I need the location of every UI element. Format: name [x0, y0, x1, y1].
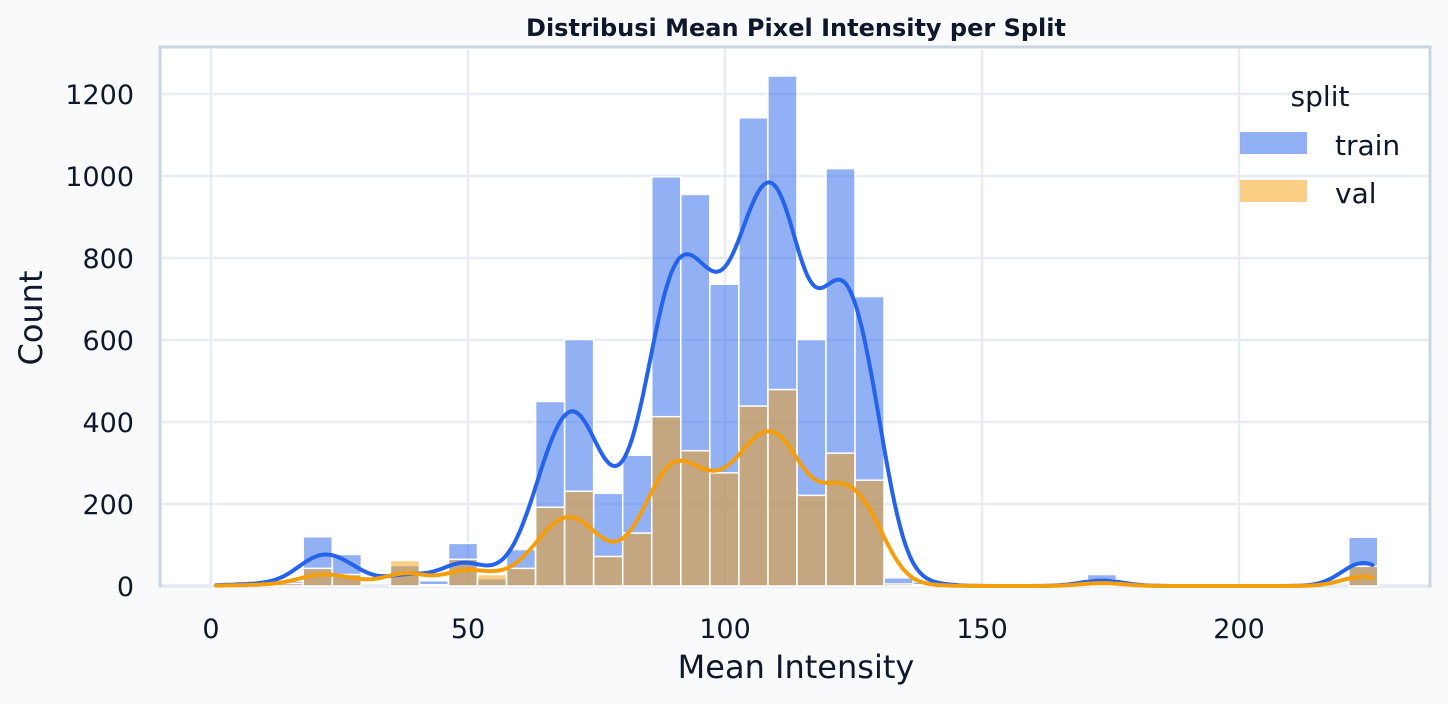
kde-line-val: [214, 429, 1375, 588]
y-tick-label: 1000: [65, 162, 134, 193]
bar-val: [476, 573, 508, 587]
bar-val: [621, 532, 653, 587]
y-tick-label: 1200: [65, 80, 134, 111]
bar-val: [796, 494, 827, 587]
chart-title: Distribusi Mean Pixel Intensity per Spli…: [526, 14, 1066, 42]
y-tick-label: 600: [82, 326, 134, 357]
y-tick-label: 800: [82, 244, 134, 275]
y-axis-label: Count: [12, 270, 50, 365]
x-tick-label: 100: [699, 614, 751, 645]
legend-swatch-train: [1240, 132, 1307, 154]
bar-val: [651, 415, 682, 587]
bar-val: [505, 567, 537, 587]
y-tick-label: 200: [82, 490, 134, 521]
bar-val: [563, 490, 595, 587]
bar-val: [592, 555, 624, 587]
x-axis-label: Mean Intensity: [678, 648, 915, 686]
y-tick-label: 0: [117, 572, 134, 603]
legend: split train val: [1240, 80, 1400, 210]
legend-label-val: val: [1335, 177, 1377, 210]
x-tick-label: 200: [1213, 614, 1265, 645]
bar-val: [883, 583, 914, 587]
legend-title: split: [1291, 80, 1350, 113]
legend-label-train: train: [1335, 129, 1400, 162]
bar-val: [738, 405, 769, 587]
bar-val: [418, 584, 450, 587]
bar-val: [709, 472, 740, 587]
bar-val: [767, 388, 798, 587]
bar-val: [825, 452, 856, 587]
y-tick-label: 400: [82, 408, 134, 439]
x-tick-label: 150: [956, 614, 1008, 645]
legend-swatch-val: [1240, 180, 1307, 202]
x-tick-label: 0: [202, 614, 219, 645]
x-tick-label: 50: [451, 614, 485, 645]
